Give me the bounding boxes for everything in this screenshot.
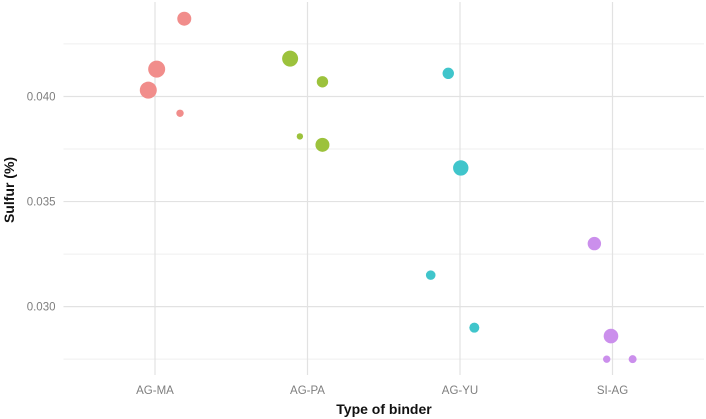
minor-gridlines: [63, 43, 704, 360]
data-point-si-ag: [603, 355, 611, 363]
x-tick-label: AG-MA: [136, 385, 174, 397]
x-tick-label: AG-YU: [442, 385, 478, 397]
x-tick-label: AG-PA: [290, 385, 325, 397]
y-axis-tick-labels: 0.040 0.035 0.030: [27, 91, 56, 313]
data-point-ag-yu: [469, 322, 480, 333]
data-point-ag-pa: [282, 50, 299, 67]
data-point-ag-yu: [442, 67, 454, 80]
category-gridlines: [154, 2, 614, 375]
data-points-layer: [139, 11, 637, 364]
data-point-ag-ma: [177, 11, 192, 26]
y-axis-title: Sulfur (%): [1, 157, 17, 223]
data-point-ag-pa: [296, 133, 304, 140]
data-point-si-ag: [587, 236, 602, 251]
data-point-ag-pa: [315, 137, 330, 152]
data-point-ag-yu: [425, 270, 436, 280]
y-tick-label: 0.040: [27, 91, 56, 103]
x-axis-tick-labels: AG-MA AG-PA AG-YU SI-AG: [136, 385, 628, 397]
data-point-ag-ma: [176, 109, 184, 117]
y-tick-label: 0.030: [27, 302, 56, 314]
data-point-ag-ma: [139, 81, 157, 99]
data-point-ag-yu: [453, 160, 469, 176]
major-gridlines: [63, 95, 704, 308]
y-tick-label: 0.035: [27, 197, 56, 209]
data-point-ag-pa: [316, 76, 329, 88]
x-tick-label: SI-AG: [597, 385, 628, 397]
data-point-si-ag: [628, 355, 637, 364]
data-point-si-ag: [603, 328, 619, 344]
data-point-ag-ma: [148, 60, 166, 78]
x-axis-title: Type of binder: [336, 401, 432, 417]
